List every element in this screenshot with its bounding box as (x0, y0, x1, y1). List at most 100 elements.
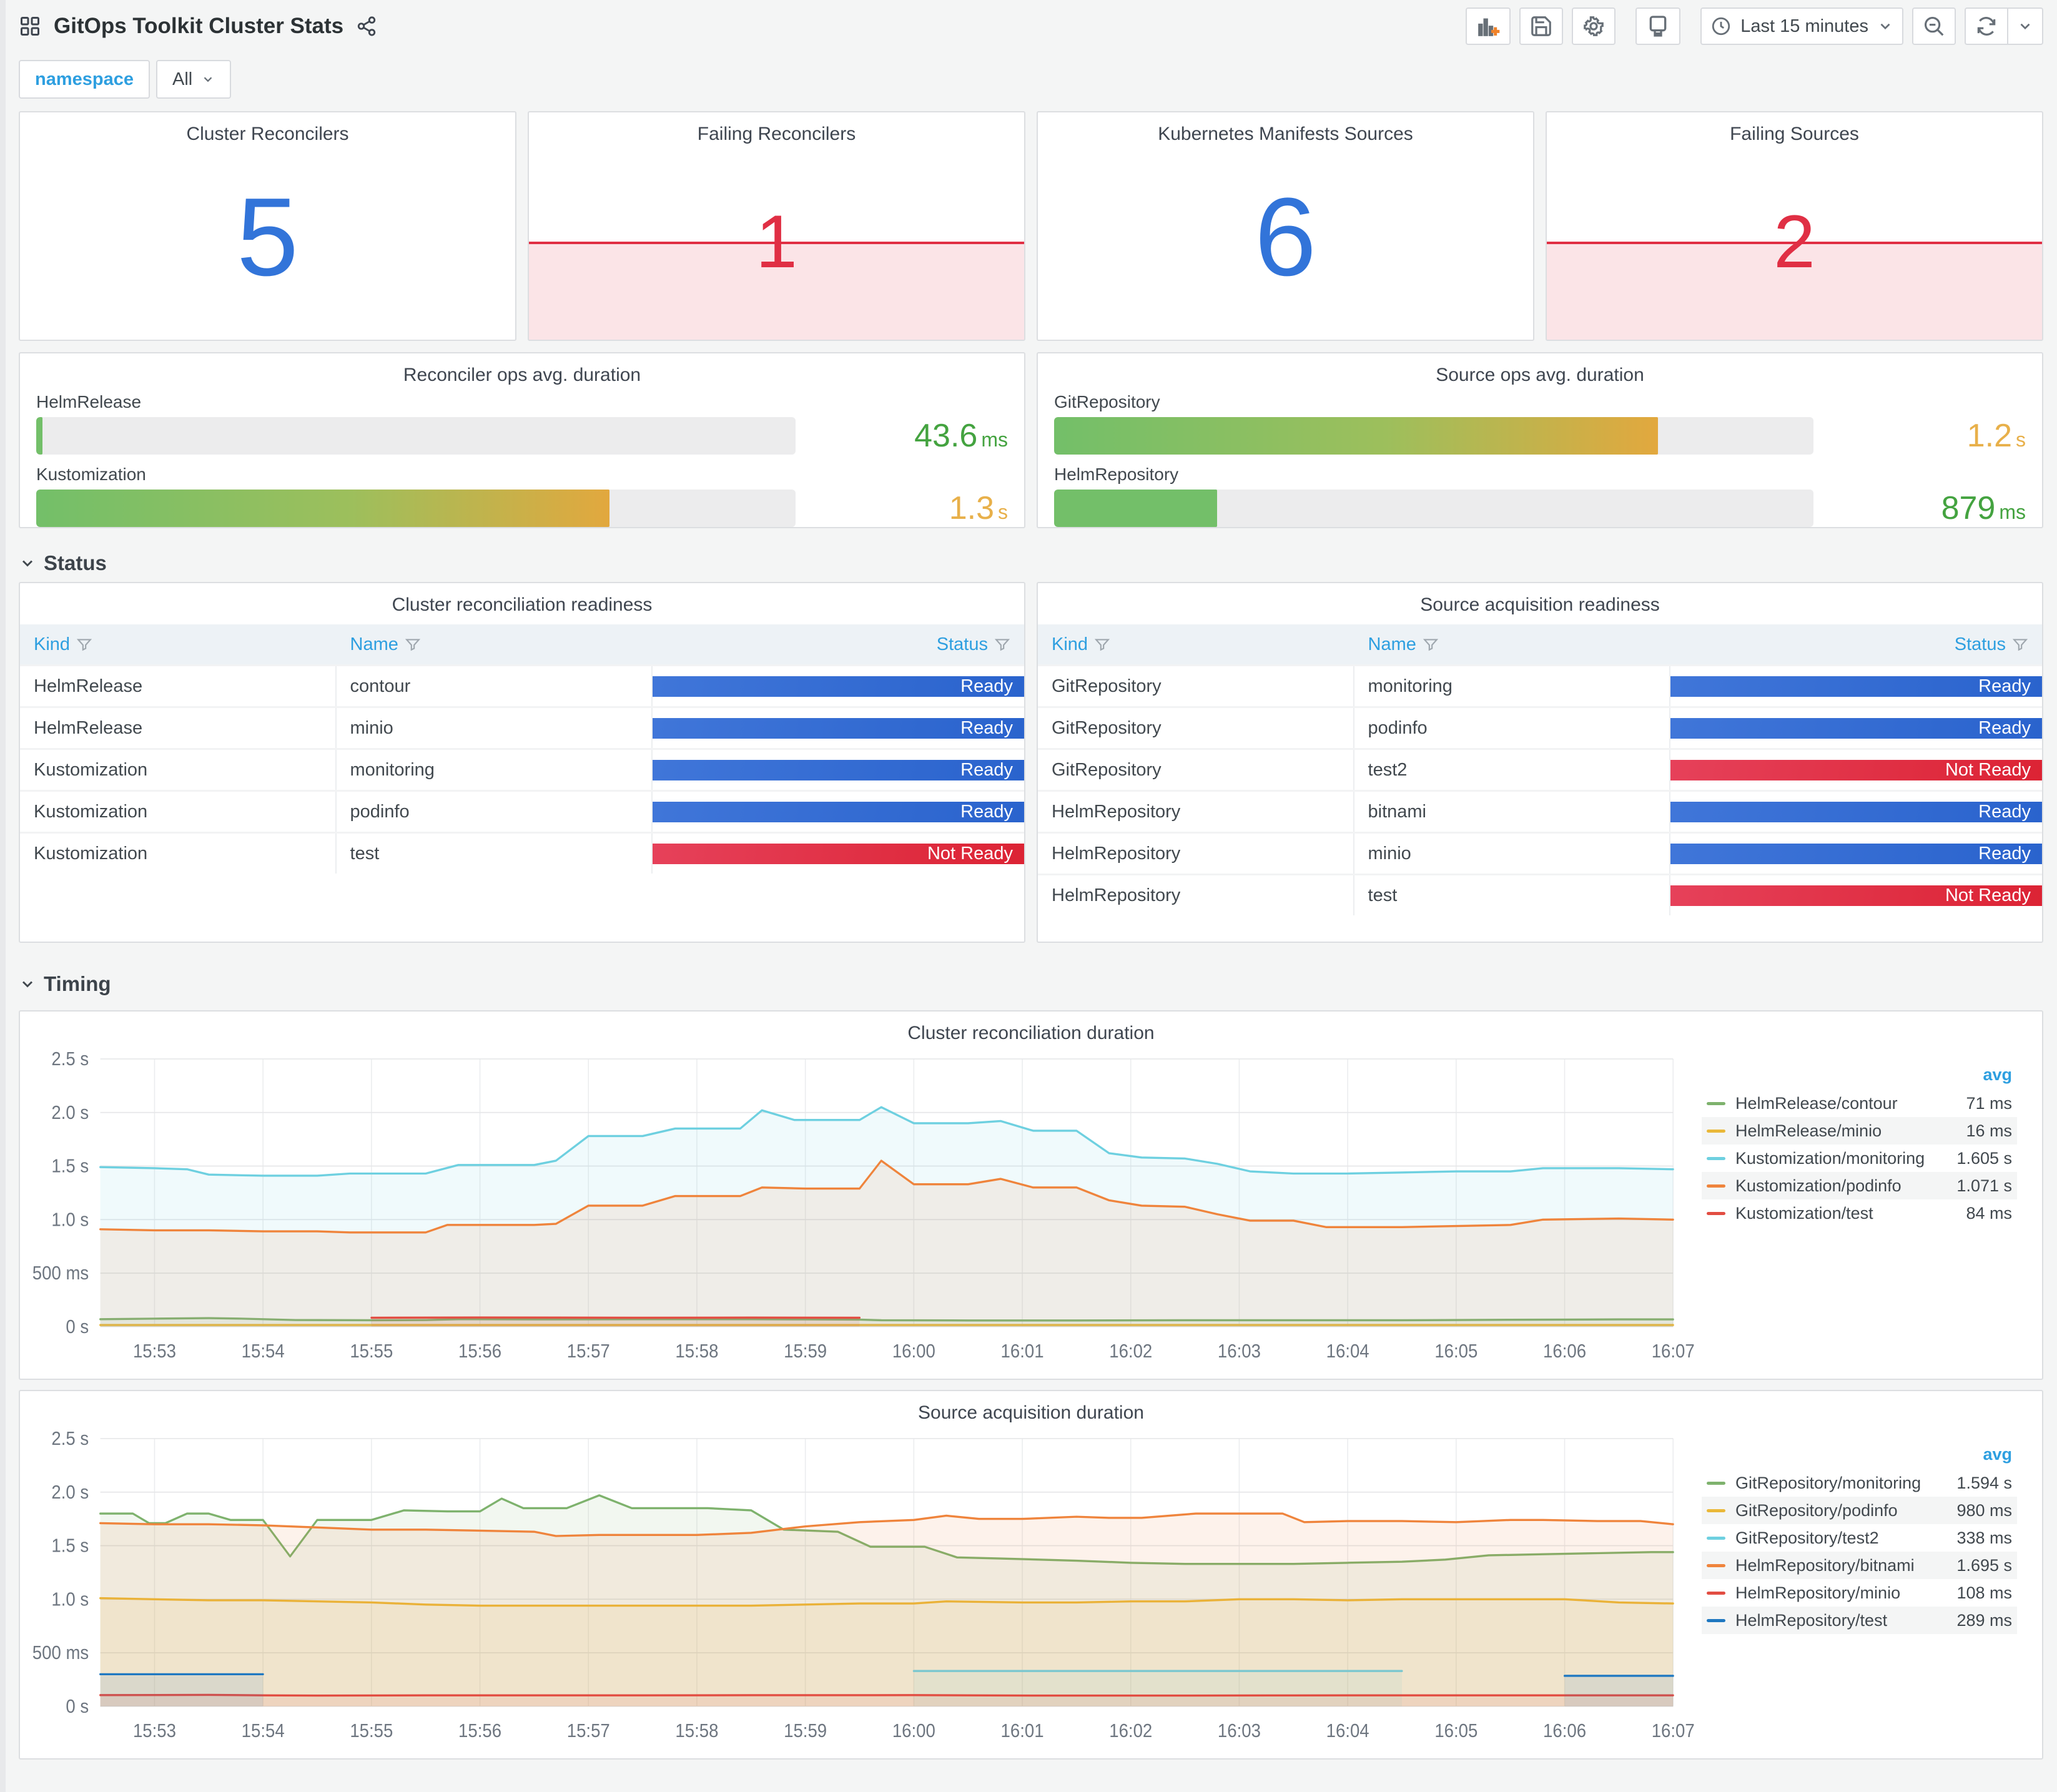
svg-text:16:04: 16:04 (1326, 1341, 1369, 1362)
column-header-label: Name (1368, 634, 1416, 654)
filter-funnel-icon[interactable] (405, 636, 421, 652)
svg-text:16:06: 16:06 (1543, 1721, 1586, 1741)
table-row: GitRepository test2 Not Ready (1038, 748, 2042, 790)
dashboard-settings-button[interactable] (1572, 7, 1616, 45)
legend-series-name: HelmRelease/contour (1735, 1093, 1898, 1113)
chevron-down-icon (19, 554, 36, 572)
cell-status: Not Ready (1670, 750, 2042, 790)
legend-item[interactable]: HelmRelease/minio 16 ms (1702, 1117, 2017, 1145)
legend-avg-header: avg (1983, 1445, 2012, 1464)
refresh-button[interactable] (1965, 7, 2008, 45)
gauge-fill (1054, 490, 1218, 527)
svg-text:500 ms: 500 ms (32, 1263, 89, 1284)
svg-text:15:53: 15:53 (133, 1341, 176, 1362)
table-header-row: Kind Name Status (1038, 624, 2042, 664)
legend-item[interactable]: Kustomization/test 84 ms (1702, 1199, 2017, 1227)
series-color-swatch (1707, 1591, 1725, 1595)
column-header-status[interactable]: Status (653, 634, 1024, 655)
legend-series-avg: 1.605 s (1956, 1148, 2012, 1168)
add-panel-button[interactable] (1466, 7, 1511, 45)
svg-text:15:57: 15:57 (567, 1721, 610, 1741)
filter-funnel-icon[interactable] (2012, 636, 2028, 652)
time-range-picker[interactable]: Last 15 minutes (1700, 7, 1903, 45)
gauge-value-unit: s (998, 501, 1008, 523)
svg-text:15:54: 15:54 (242, 1721, 285, 1741)
gauge-line: 1.2 s (1054, 417, 2026, 455)
cell-kind: Kustomization (20, 834, 337, 874)
filter-funnel-icon[interactable] (1094, 636, 1110, 652)
table-row: HelmRelease minio Ready (20, 706, 1024, 748)
svg-text:500 ms: 500 ms (32, 1643, 89, 1663)
status-section-toggle[interactable]: Status (19, 547, 2043, 579)
share-icon[interactable] (356, 16, 377, 37)
svg-text:16:06: 16:06 (1543, 1341, 1586, 1362)
zoom-out-time-button[interactable] (1912, 7, 1956, 45)
chevron-down-icon (19, 975, 36, 993)
status-badge: Ready (653, 759, 1024, 780)
column-header-kind[interactable]: Kind (20, 634, 337, 655)
dashboards-grid-icon[interactable] (19, 15, 41, 37)
legend-item[interactable]: HelmRepository/minio 108 ms (1702, 1579, 2017, 1607)
legend-series-name: Kustomization/test (1735, 1203, 1873, 1223)
refresh-interval-dropdown[interactable] (2008, 7, 2043, 45)
svg-text:16:05: 16:05 (1434, 1721, 1477, 1741)
gauge-row: HelmRelease 43.6 ms (36, 392, 1008, 455)
stats-row: Cluster Reconcilers 5 Failing Reconcilers 1… (19, 111, 2043, 341)
cell-status: Ready (1670, 834, 2042, 874)
svg-text:16:01: 16:01 (1001, 1721, 1044, 1741)
chart-body: 15:53 15:54 15:55 15:56 15:57 15:58 15:59 16:00… (20, 1424, 2042, 1758)
legend-item[interactable]: HelmRepository/test 289 ms (1702, 1607, 2017, 1634)
readiness-table: Kind Name Status HelmRelease contour Ready Hel… (20, 624, 1024, 942)
filter-funnel-icon[interactable] (994, 636, 1010, 652)
stat-panel-title: Failing Reconcilers (697, 124, 856, 144)
cycle-view-mode-button[interactable] (1635, 7, 1681, 45)
stat-value: 6 (1255, 174, 1316, 299)
table-panel-title: Source acquisition readiness (1420, 594, 1660, 615)
legend-item[interactable]: GitRepository/podinfo 980 ms (1702, 1497, 2017, 1524)
table-panel: Cluster reconciliation readiness Kind Name… (19, 582, 1025, 943)
legend-item[interactable]: HelmRepository/bitnami 1.695 s (1702, 1552, 2017, 1579)
status-tables-row: Cluster reconciliation readiness Kind Name… (19, 582, 2043, 943)
cell-name: podinfo (337, 792, 653, 832)
legend-item[interactable]: GitRepository/monitoring 1.594 s (1702, 1469, 2017, 1497)
gauge-track (1054, 490, 1813, 527)
column-header-name[interactable]: Name (337, 634, 653, 655)
chart-body: 15:53 15:54 15:55 15:56 15:57 15:58 15:59 16:00… (20, 1044, 2042, 1379)
svg-text:15:59: 15:59 (784, 1341, 827, 1362)
legend-item[interactable]: GitRepository/test2 338 ms (1702, 1524, 2017, 1552)
legend-series-avg: 289 ms (1956, 1610, 2012, 1630)
chart-plot-area[interactable]: 15:53 15:54 15:55 15:56 15:57 15:58 15:59 16:00… (24, 1048, 1695, 1374)
filter-funnel-icon[interactable] (76, 636, 92, 652)
column-header-kind[interactable]: Kind (1038, 634, 1354, 655)
template-variables-row: namespace All (19, 60, 2043, 99)
status-badge: Ready (653, 676, 1024, 697)
svg-text:15:55: 15:55 (350, 1721, 393, 1741)
legend-item[interactable]: HelmRelease/contour 71 ms (1702, 1090, 2017, 1117)
cell-name: podinfo (1354, 708, 1671, 748)
gauge-label: Kustomization (36, 465, 146, 484)
table-row: HelmRepository bitnami Ready (1038, 790, 2042, 832)
stat-value: 5 (237, 174, 298, 299)
column-header-name[interactable]: Name (1354, 634, 1671, 655)
chart-legend: avg HelmRelease/contour 71 ms HelmRelease/m… (1695, 1048, 2036, 1374)
legend-item[interactable]: Kustomization/podinfo 1.071 s (1702, 1172, 2017, 1199)
chevron-down-icon (1877, 18, 1893, 34)
svg-text:15:54: 15:54 (242, 1341, 285, 1362)
save-dashboard-button[interactable] (1519, 7, 1564, 45)
namespace-variable-dropdown[interactable]: All (156, 60, 232, 99)
chart-legend: avg GitRepository/monitoring 1.594 s GitRep… (1695, 1427, 2036, 1753)
svg-text:16:02: 16:02 (1109, 1341, 1152, 1362)
stat-panel: Failing Sources 2 (1546, 111, 2043, 341)
svg-text:15:58: 15:58 (675, 1341, 718, 1362)
readiness-table: Kind Name Status GitRepository monitoring Rea… (1038, 624, 2042, 942)
series-color-swatch (1707, 1536, 1725, 1540)
legend-item[interactable]: Kustomization/monitoring 1.605 s (1702, 1145, 2017, 1172)
stat-value: 1 (756, 200, 797, 284)
timing-section-toggle[interactable]: Timing (19, 968, 2043, 1000)
filter-funnel-icon[interactable] (1423, 636, 1439, 652)
svg-text:15:57: 15:57 (567, 1341, 610, 1362)
chart-plot-area[interactable]: 15:53 15:54 15:55 15:56 15:57 15:58 15:59 16:00… (24, 1427, 1695, 1753)
column-header-status[interactable]: Status (1670, 634, 2042, 655)
bar-gauge-panel: Reconciler ops avg. duration HelmRelease 4… (19, 352, 1025, 528)
